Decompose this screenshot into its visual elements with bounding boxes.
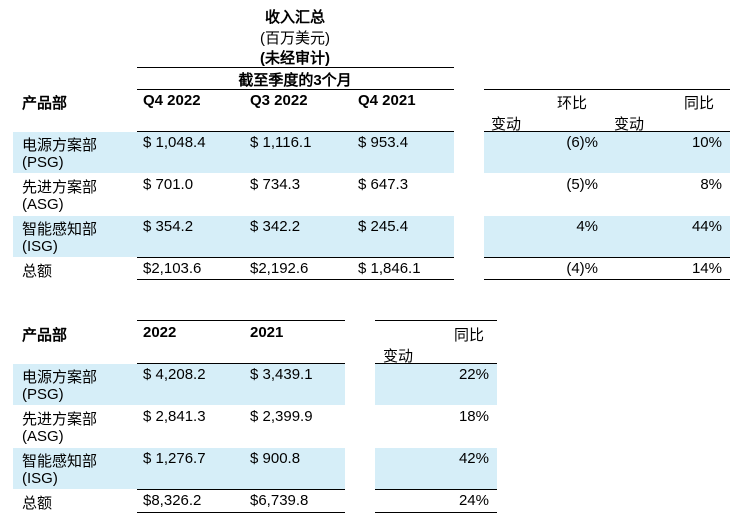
col-qoq-header-bottom: 变动	[491, 116, 522, 133]
value-qoq: (5)%	[566, 176, 598, 193]
segment-name: 智能感知部	[22, 453, 98, 470]
total-2021: $6,739.8	[250, 492, 309, 509]
segment-code: (ASG)	[22, 428, 64, 445]
value-2022: $ 4,208.2	[143, 366, 206, 383]
annual-total-bottom-rule-change	[375, 512, 497, 513]
annual-total-top-rule	[137, 489, 345, 490]
row-highlight	[375, 364, 497, 405]
report-title: 收入汇总	[264, 9, 325, 26]
total-q4-2021: $ 1,846.1	[358, 260, 421, 277]
total-label: 总额	[22, 495, 53, 512]
total-2022: $8,326.2	[143, 492, 202, 509]
value-2021: $ 2,399.9	[250, 408, 313, 425]
value-yoy: 10%	[691, 134, 722, 151]
header-bottom-rule-change	[484, 131, 730, 132]
annual-change-top-rule	[375, 320, 497, 321]
total-top-rule-change	[484, 257, 730, 258]
period-bottom-rule	[137, 89, 454, 90]
total-top-rule	[137, 257, 454, 258]
value-q4-2022: $ 1,048.4	[143, 134, 206, 151]
annual-total-bottom-rule	[137, 512, 345, 513]
value-q4-2021: $ 245.4	[358, 218, 409, 235]
value-yoy: 44%	[691, 218, 722, 235]
col-q4-2022-header: Q4 2022	[143, 92, 201, 109]
annual-total-top-rule-change	[375, 489, 497, 490]
total-yoy: 24%	[458, 492, 489, 509]
value-qoq: (6)%	[566, 134, 598, 151]
total-yoy: 14%	[691, 260, 722, 277]
segment-code: (PSG)	[22, 154, 64, 171]
row-highlight	[484, 216, 730, 257]
segment-code: (ISG)	[22, 238, 58, 255]
value-yoy: 8%	[700, 176, 722, 193]
segment-code: (ASG)	[22, 196, 64, 213]
annual-col-yoy-header-bottom: 变动	[383, 348, 414, 365]
value-q3-2022: $ 1,116.1	[250, 134, 312, 151]
row-highlight	[13, 448, 345, 489]
col-qoq-header-top: 环比	[557, 95, 588, 112]
segment-name: 先进方案部	[22, 179, 98, 196]
row-highlight	[13, 364, 345, 405]
annual-col-2021-header: 2021	[250, 324, 284, 341]
value-qoq: 4%	[576, 218, 598, 235]
value-2021: $ 3,439.1	[250, 366, 313, 383]
unit-label: (百万美元)	[260, 30, 330, 47]
col-segment-header: 产品部	[22, 95, 68, 112]
segment-code: (ISG)	[22, 470, 58, 487]
col-q4-2021-header: Q4 2021	[358, 92, 416, 109]
total-label: 总额	[22, 263, 53, 280]
value-yoy: 18%	[458, 408, 489, 425]
annual-col-segment-header: 产品部	[22, 327, 68, 344]
total-qoq: (4)%	[566, 260, 598, 277]
value-2021: $ 900.8	[250, 450, 301, 467]
annual-col-2022-header: 2022	[143, 324, 177, 341]
row-highlight	[484, 132, 730, 173]
annual-change-bottom-rule	[375, 363, 497, 364]
value-yoy: 22%	[458, 366, 489, 383]
total-bottom-rule	[137, 279, 454, 280]
segment-name: 电源方案部	[22, 137, 98, 154]
total-q3-2022: $2,192.6	[250, 260, 309, 277]
annual-header-top-rule	[137, 320, 345, 321]
segment-code: (PSG)	[22, 386, 64, 403]
value-q3-2022: $ 342.2	[250, 218, 301, 235]
value-yoy: 42%	[458, 450, 489, 467]
value-q4-2021: $ 953.4	[358, 134, 409, 151]
segment-name: 智能感知部	[22, 221, 98, 238]
change-top-rule	[484, 89, 730, 90]
header-bottom-rule-values	[137, 131, 454, 132]
row-highlight	[13, 216, 454, 257]
value-q4-2022: $ 354.2	[143, 218, 194, 235]
col-yoy-header-bottom: 变动	[614, 116, 645, 133]
value-q4-2022: $ 701.0	[143, 176, 194, 193]
segment-name: 电源方案部	[22, 369, 98, 386]
row-highlight	[375, 448, 497, 489]
audit-label: (未经审计)	[260, 50, 330, 67]
total-q4-2022: $2,103.6	[143, 260, 202, 277]
row-highlight	[13, 132, 454, 173]
col-yoy-header-top: 同比	[684, 95, 715, 112]
value-q4-2021: $ 647.3	[358, 176, 409, 193]
segment-name: 先进方案部	[22, 411, 98, 428]
annual-header-bottom-rule	[137, 363, 345, 364]
period-label: 截至季度的3个月	[238, 72, 352, 89]
period-top-rule	[137, 67, 454, 68]
value-2022: $ 1,276.7	[143, 450, 206, 467]
value-2022: $ 2,841.3	[143, 408, 206, 425]
annual-col-yoy-header-top: 同比	[454, 327, 485, 344]
total-bottom-rule-change	[484, 279, 730, 280]
value-q3-2022: $ 734.3	[250, 176, 301, 193]
col-q3-2022-header: Q3 2022	[250, 92, 308, 109]
